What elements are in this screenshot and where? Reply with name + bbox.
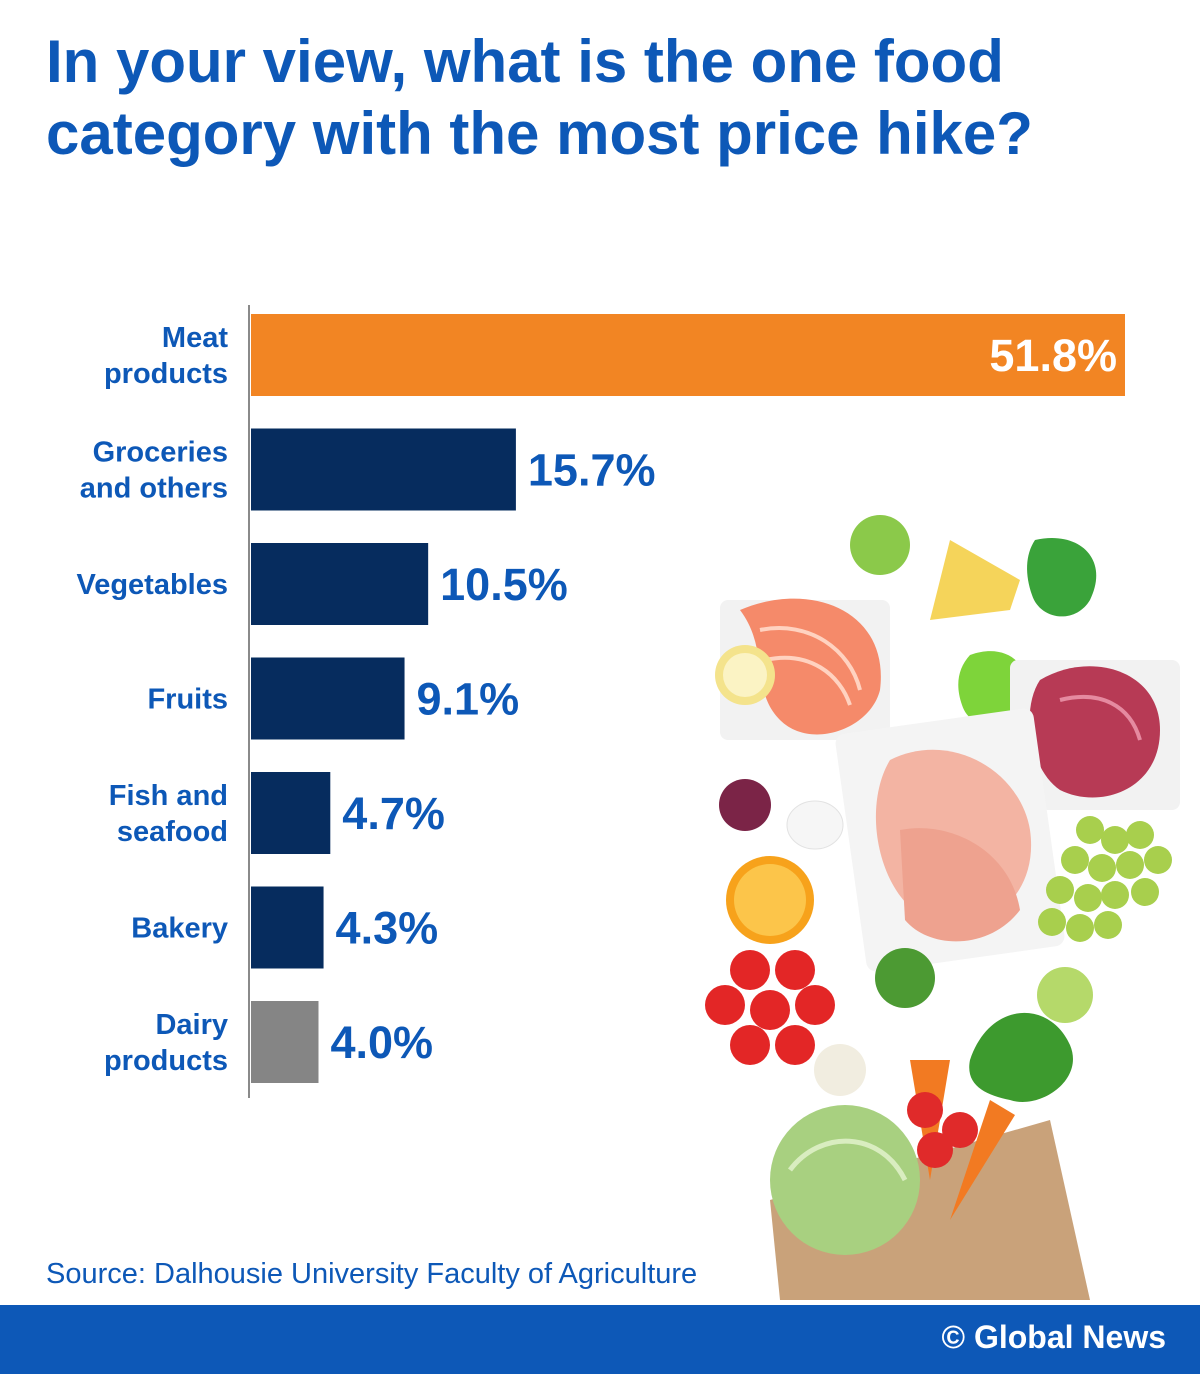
category-label: Dairy products <box>104 1009 228 1077</box>
bag-tomatoes-illustration <box>907 1092 978 1168</box>
value-label: 51.8% <box>989 330 1117 381</box>
value-label: 15.7% <box>528 445 656 496</box>
bar <box>251 657 405 740</box>
grocery-illustration <box>705 515 1180 1300</box>
source-note: Source: Dalhousie University Faculty of … <box>46 1258 698 1290</box>
bar <box>251 428 516 511</box>
chart-title: In your view, what is the one food categ… <box>46 28 1033 167</box>
onion-illustration <box>719 779 771 831</box>
bar <box>251 314 1125 396</box>
category-label: Fruits <box>147 684 228 716</box>
value-label: 9.1% <box>417 674 520 725</box>
egg-illustration <box>786 800 844 850</box>
tomatoes-illustration <box>705 950 835 1065</box>
lettuce-illustration <box>969 1012 1073 1102</box>
carrot-illustration <box>950 1100 1015 1220</box>
orange-slice-illustration <box>734 864 806 936</box>
bar <box>251 772 331 854</box>
apple-illustration <box>850 515 910 575</box>
category-label: Groceries and others <box>80 437 228 505</box>
footer-bar: © Global News <box>0 1305 1200 1374</box>
category-label: Fish and seafood <box>109 780 228 848</box>
green-apple-illustration <box>1037 967 1093 1023</box>
copyright-credit: © Global News <box>941 1319 1166 1355</box>
bar <box>251 886 324 969</box>
bar <box>251 543 429 625</box>
category-label: Bakery <box>131 913 228 945</box>
salmon-illustration <box>715 598 890 740</box>
cabbage-illustration <box>770 1105 920 1255</box>
pepper-illustration <box>1027 538 1097 617</box>
chicken-illustration <box>835 708 1065 972</box>
grapes-illustration <box>1038 816 1172 942</box>
category-label: Meat products <box>104 322 228 390</box>
beef-illustration <box>1010 660 1180 810</box>
bar <box>251 1001 319 1083</box>
cheese-illustration <box>930 540 1020 620</box>
value-label: 10.5% <box>440 559 568 610</box>
pepper-illustration <box>958 651 1027 727</box>
bar-chart: Meat products 51.8% Groceries and others 15.7… <box>76 305 1125 1098</box>
paper-bag-illustration <box>770 1120 1090 1300</box>
cabbage-leaf-illustration <box>788 1138 908 1182</box>
broccoli-illustration <box>875 948 935 1008</box>
cauliflower-illustration <box>814 1044 866 1096</box>
value-label: 4.7% <box>342 788 445 839</box>
value-label: 4.0% <box>330 1017 433 1068</box>
category-label: Vegetables <box>76 569 228 601</box>
value-label: 4.3% <box>336 903 439 954</box>
